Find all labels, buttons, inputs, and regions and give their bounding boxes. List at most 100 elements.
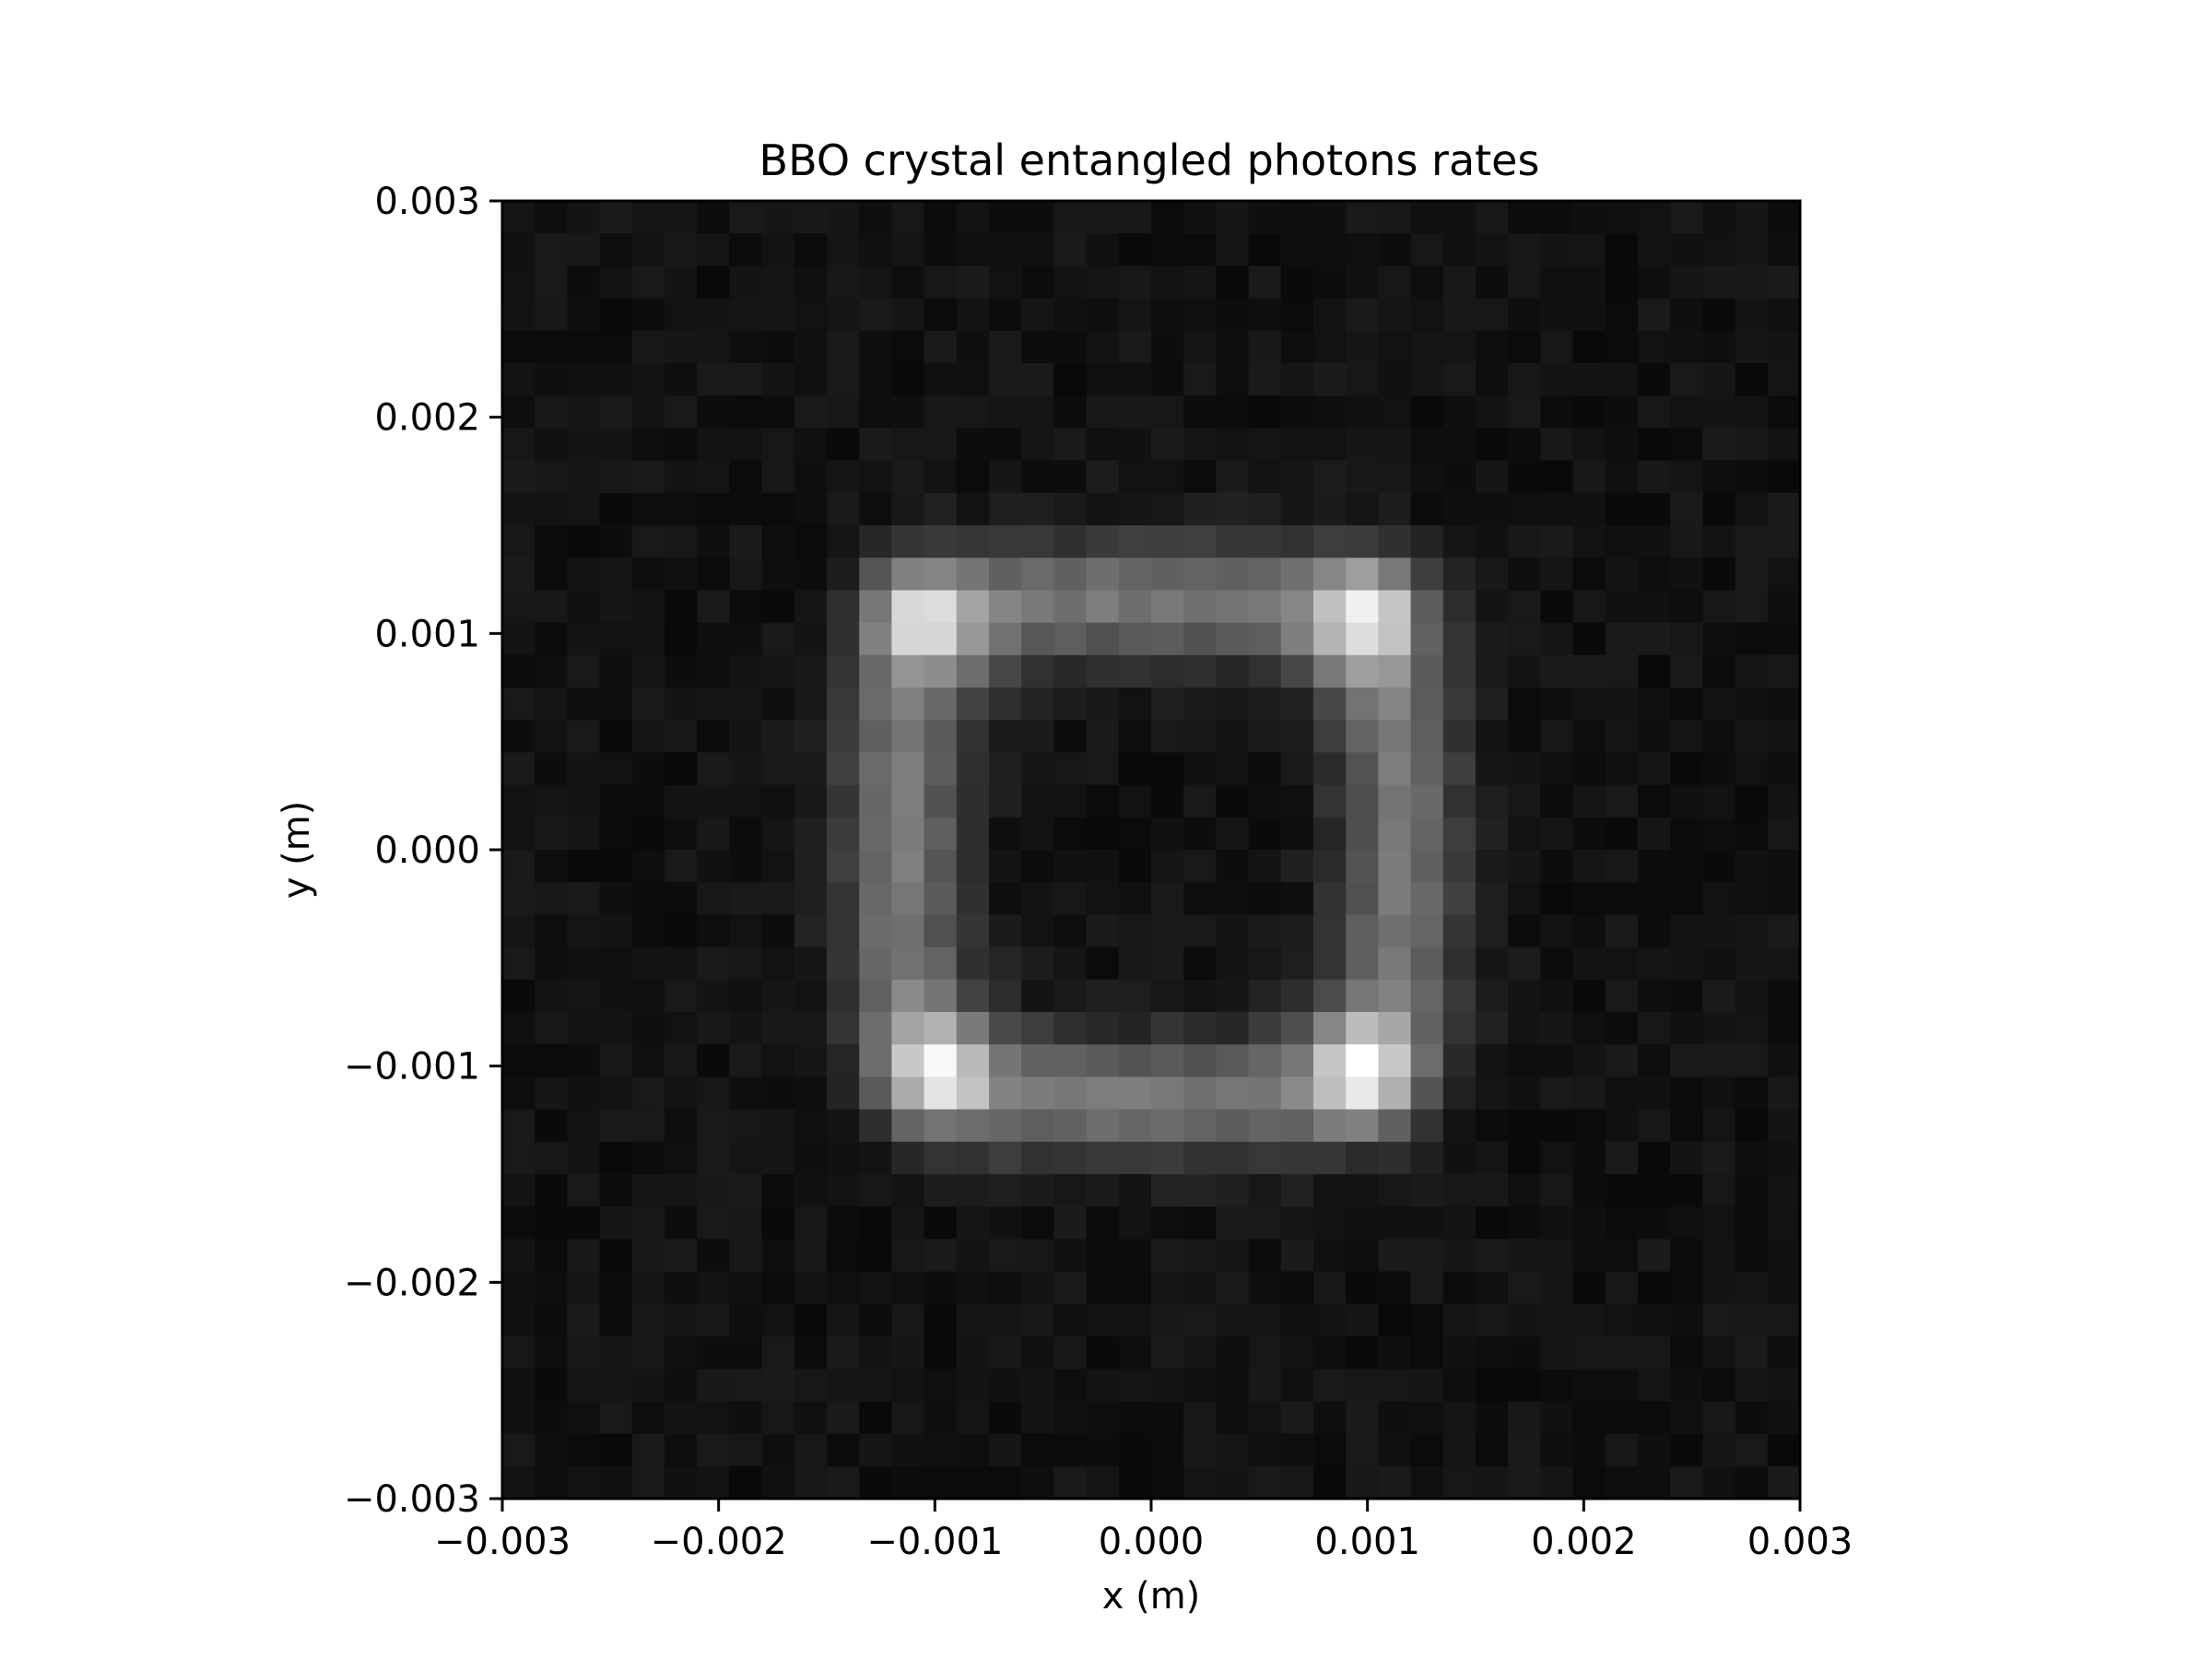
heatmap-cell	[1216, 817, 1250, 851]
heatmap-cell	[827, 654, 860, 688]
heatmap-cell	[891, 784, 925, 818]
heatmap-cell	[697, 265, 730, 300]
heatmap-cell	[891, 914, 925, 948]
heatmap-cell	[1118, 1174, 1152, 1207]
heatmap-cell	[1248, 525, 1282, 559]
heatmap-cell	[599, 1077, 633, 1111]
heatmap-cell	[1313, 1109, 1347, 1143]
heatmap-cell	[1313, 1465, 1347, 1500]
heatmap-cell	[1670, 1044, 1703, 1077]
heatmap-cell	[1280, 882, 1314, 915]
heatmap-cell	[956, 1044, 990, 1077]
heatmap-cell	[631, 298, 665, 332]
heatmap-cell	[827, 492, 860, 526]
heatmap-cell	[567, 1174, 601, 1207]
heatmap-cell	[1313, 1336, 1347, 1370]
heatmap-cell	[1508, 1206, 1541, 1240]
heatmap-cell	[1086, 492, 1120, 526]
heatmap-cell	[729, 1012, 763, 1045]
heatmap-cell	[1053, 525, 1088, 559]
heatmap-cell	[1572, 1239, 1606, 1273]
heatmap-cell	[1183, 492, 1217, 526]
heatmap-cell	[956, 460, 990, 494]
heatmap-cell	[1378, 558, 1412, 591]
heatmap-cell	[567, 1206, 601, 1240]
heatmap-cell	[697, 1044, 730, 1077]
heatmap-cell	[794, 298, 828, 332]
heatmap-cell	[1248, 460, 1282, 494]
heatmap-cell	[1346, 1239, 1379, 1273]
heatmap-cell	[1670, 1433, 1703, 1467]
heatmap-cell	[1021, 622, 1054, 656]
heatmap-cell	[1702, 622, 1736, 656]
heatmap-cell	[924, 1303, 958, 1337]
heatmap-cell	[665, 363, 698, 396]
heatmap-cell	[1313, 817, 1347, 851]
heatmap-cell	[761, 265, 795, 300]
heatmap-cell	[1183, 590, 1217, 624]
heatmap-cell	[1280, 654, 1314, 688]
heatmap-cell	[1313, 265, 1347, 300]
heatmap-cell	[1216, 622, 1250, 656]
heatmap-cell	[794, 525, 828, 559]
heatmap-cell	[1767, 525, 1801, 559]
heatmap-cell	[989, 850, 1022, 883]
heatmap-cell	[1313, 1401, 1347, 1435]
heatmap-cell	[631, 201, 665, 234]
heatmap-cell	[1476, 1012, 1509, 1045]
heatmap-cell	[1638, 979, 1671, 1013]
heatmap-cell	[1735, 1012, 1769, 1045]
heatmap-cell	[1021, 882, 1054, 915]
heatmap-cell	[891, 752, 925, 786]
x-tick-label: −0.003	[434, 1521, 571, 1563]
heatmap-cell	[1735, 492, 1769, 526]
heatmap-cell	[891, 1206, 925, 1240]
heatmap-cell	[891, 363, 925, 396]
heatmap-cell	[827, 201, 860, 234]
heatmap-cell	[1346, 1077, 1379, 1111]
heatmap-cell	[1053, 395, 1088, 429]
heatmap-cell	[1638, 1433, 1671, 1467]
heatmap-cell	[924, 363, 958, 396]
heatmap-cell	[1476, 1303, 1509, 1337]
heatmap-cell	[1572, 1012, 1606, 1045]
heatmap-cell	[1248, 752, 1282, 786]
heatmap-cell	[1638, 752, 1671, 786]
heatmap-cell	[599, 330, 633, 364]
heatmap-cell	[891, 233, 925, 266]
heatmap-cell	[761, 1109, 795, 1143]
heatmap-cell	[599, 298, 633, 332]
heatmap-cell	[794, 817, 828, 851]
heatmap-cell	[1735, 1044, 1769, 1077]
heatmap-cell	[1280, 784, 1314, 818]
heatmap-cell	[1767, 688, 1801, 721]
heatmap-cell	[924, 720, 958, 753]
heatmap-cell	[859, 1141, 892, 1175]
heatmap-cell	[1021, 1303, 1054, 1337]
heatmap-cell	[1053, 1239, 1088, 1273]
heatmap-cell	[956, 428, 990, 462]
heatmap-cell	[1183, 914, 1217, 948]
heatmap-cell	[956, 784, 990, 818]
heatmap-cell	[1638, 1465, 1671, 1500]
heatmap-cell	[1540, 1044, 1574, 1077]
heatmap-cell	[1216, 265, 1250, 300]
heatmap-cell	[924, 654, 958, 688]
heatmap-cell	[729, 622, 763, 656]
heatmap-cell	[891, 1401, 925, 1435]
heatmap-cell	[761, 1271, 795, 1305]
heatmap-cell	[1053, 1336, 1088, 1370]
heatmap-cell	[1378, 622, 1412, 656]
heatmap-cell	[1118, 947, 1152, 981]
heatmap-cell	[1410, 1109, 1444, 1143]
heatmap-cell	[535, 850, 568, 883]
heatmap-cell	[1151, 558, 1184, 591]
heatmap-cell	[1280, 233, 1314, 266]
heatmap-cell	[1735, 558, 1769, 591]
heatmap-cell	[1508, 1077, 1541, 1111]
heatmap-cell	[1378, 720, 1412, 753]
heatmap-cell	[1183, 1336, 1217, 1370]
heatmap-cell	[1508, 1141, 1541, 1175]
heatmap-cell	[1476, 1336, 1509, 1370]
